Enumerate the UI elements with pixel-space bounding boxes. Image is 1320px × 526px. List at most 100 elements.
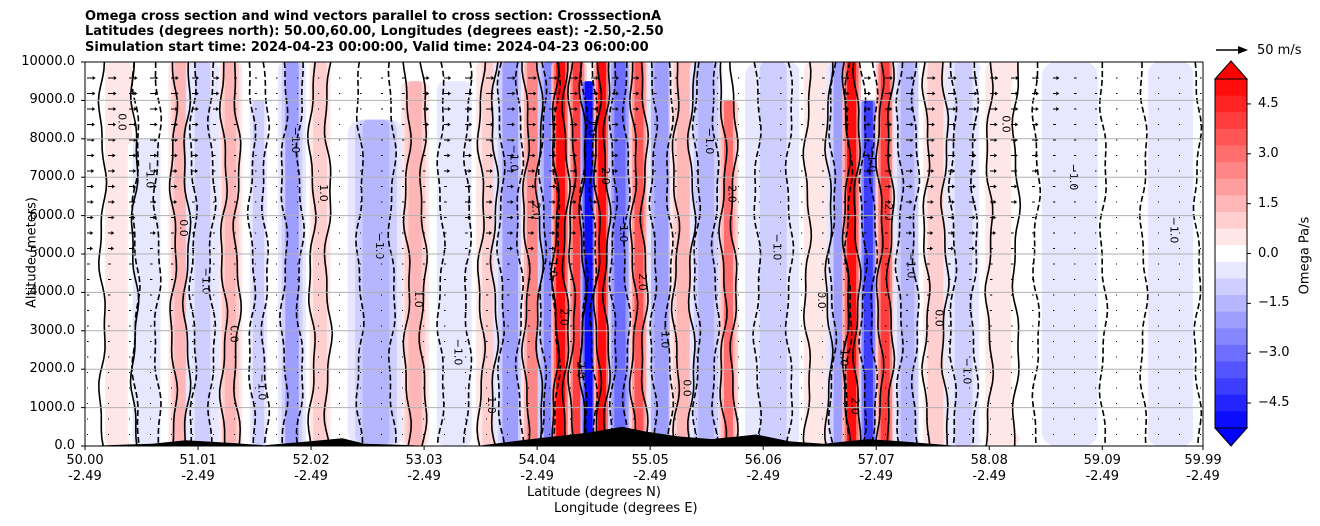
contour-label: −1.0 [658,322,671,349]
wind-vector-head [512,76,516,80]
wind-vector-head [195,91,199,96]
wind-vector-head [112,153,116,158]
wind-vector-head [951,246,955,251]
wind-vector-head [133,122,137,127]
colorbar-segment [1215,79,1247,97]
colorbar-tick-label: 1.5 [1258,195,1279,211]
wind-vector-head [490,153,494,158]
wind-vector-head [867,169,871,173]
wind-vector-head [531,231,535,235]
wind-vector-head [574,153,578,158]
contour-label: −1.0 [837,340,850,367]
wind-vector-head [888,169,892,173]
omega-band [719,100,738,446]
wind-vector-head [468,169,472,173]
wind-vector-head [994,153,998,158]
wind-vector-head [974,76,978,80]
contour-label: −1.0 [289,127,302,154]
y-tick-label: 0.0 [54,438,75,453]
wind-vector-head [909,169,913,173]
colorbar-segment [1215,195,1247,213]
wind-vector-head [216,91,220,96]
wind-vector-head [489,215,493,220]
wind-vector-head [554,76,558,80]
wind-vector-head [531,215,535,220]
colorbar-tick-label: 4.5 [1258,95,1279,111]
contour-label: 1.0 [317,184,330,202]
wind-vector-head [174,153,178,158]
colorbar [1213,60,1251,447]
wind-vector-head [426,107,430,111]
axis-ticks [81,61,1204,450]
wind-vector-head [132,200,136,204]
colorbar-segment [1215,245,1247,263]
contour-label: −1.0 [373,233,386,260]
wind-vector-head [932,76,936,80]
wind-vector-head [554,91,558,96]
title-line-3: Simulation start time: 2024-04-23 00:00:… [85,40,649,55]
colorbar-segment [1215,394,1247,412]
wind-vector-head [196,76,200,80]
wind-vector-head [489,184,493,189]
wind-vector-head [909,215,913,220]
wind-vector-head [552,215,556,220]
wind-vector-head [993,169,997,173]
wind-vector-head [554,107,558,111]
y-tick-label: 8000.0 [29,130,76,146]
wind-vector-head [1035,107,1039,111]
wind-vector-head [134,76,138,80]
wind-vector-head [594,153,598,158]
wind-vector-head [90,231,94,235]
wind-vector-head [112,184,116,189]
wind-vector-head [153,169,157,173]
wind-vector-head [972,200,976,204]
wind-vector-head [153,184,157,189]
wind-vector-head [1015,122,1019,127]
title-line-2: Latitudes (degrees north): 50.00,60.00, … [85,24,664,39]
wind-vector-head [953,122,957,127]
x-tick-label: 59.09 -2.49 [1083,453,1121,484]
wind-vector-head [575,91,579,96]
wind-vector-head [510,215,514,220]
wind-vector-head [993,215,997,220]
wind-vector-head [113,76,117,80]
wind-vector-head [888,153,892,158]
x-tick-label: 56.06 -2.49 [744,453,782,484]
wind-vector-head [615,91,619,96]
wind-vector-head [175,122,179,127]
wind-vector-head [533,122,537,127]
wind-vector-head [469,107,473,111]
contour-label: 0.0 [177,219,190,237]
contour-label: −1.0 [586,110,599,137]
wind-vector-head [615,107,619,111]
contour-label: 2.0 [636,273,649,291]
wind-vector-head [993,184,997,189]
omega-band-layer [443,81,466,446]
wind-vector-head [154,153,158,158]
wind-vector-head [615,122,619,127]
wind-vector-head [511,153,515,158]
contour-label: −1.0 [507,145,520,172]
contour-label: 2.0 [574,361,587,379]
wind-vector-head [510,200,514,204]
wind-vector-head [932,107,936,111]
wind-vector-head [973,153,977,158]
reference-vector-label: 50 m/s [1257,43,1302,58]
wind-vector-head [91,153,95,158]
wind-vector-head [951,200,955,204]
wind-vector-head [972,231,976,235]
x-tick-label: 54.04 -2.49 [518,453,556,484]
x-tick-label: 55.05 -2.49 [631,453,669,484]
contour-label: 2.0 [725,185,738,203]
wind-vector-head [90,215,94,220]
x-tick-label: 59.99 -2.49 [1184,453,1222,484]
wind-vector-head [973,122,977,127]
wind-vector-head [932,91,936,96]
wind-vector-head [111,231,115,235]
x-tick-label: 52.02 -2.49 [292,453,330,484]
wind-vector-head [595,91,599,96]
wind-vector-head [132,184,136,189]
wind-vector-head [952,169,956,173]
wind-vector-head [92,76,96,80]
wind-vector-head [469,122,473,127]
